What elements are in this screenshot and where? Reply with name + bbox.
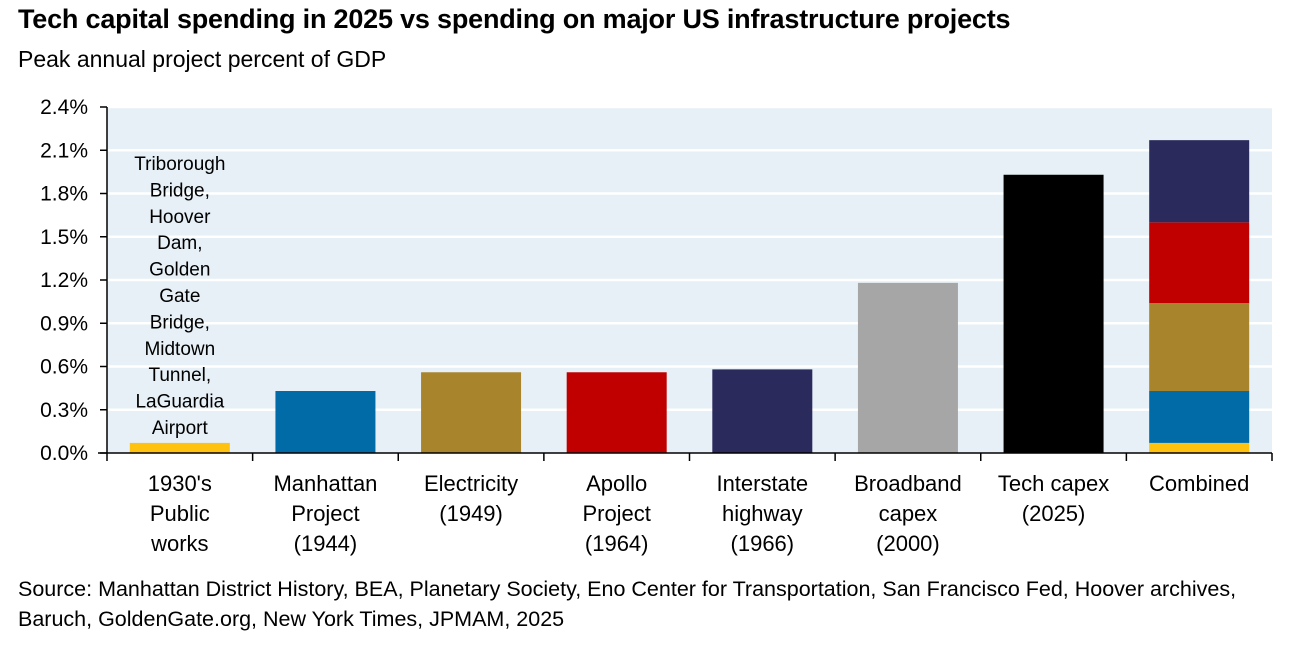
x-category-label: Interstate highway (1966) <box>716 471 808 556</box>
combined-bar-segment <box>1149 140 1250 223</box>
x-category-label: Manhattan Project (1944) <box>273 471 377 556</box>
bar <box>712 369 813 453</box>
x-category-label: Combined <box>1149 471 1249 496</box>
bar-annotation-line: Triborough <box>134 154 225 175</box>
y-tick-label: 1.2% <box>40 269 88 292</box>
x-category-label-line: Interstate <box>716 471 808 496</box>
y-tick-label: 0.9% <box>40 312 88 335</box>
bar <box>566 372 667 453</box>
bar-annotation-line: Dam, <box>157 233 202 254</box>
x-category-label-line: Electricity <box>424 471 518 496</box>
combined-bar-segment <box>1149 222 1250 304</box>
bar <box>421 372 522 453</box>
bar-annotation-line: Bridge, <box>150 180 210 201</box>
x-category-label-line: (1964) <box>585 531 649 556</box>
x-category-label: Electricity (1949) <box>424 471 518 526</box>
x-category-label-line: (1944) <box>294 531 358 556</box>
bar-annotation-line: Hoover <box>149 207 211 228</box>
x-category-label-line: Manhattan <box>273 471 377 496</box>
x-category-label-line: works <box>150 531 208 556</box>
bar-chart: 0.0% 0.3% 0.6% 0.9% 1.2% 1.5% 1.8% 2.1% 2.4% 193… <box>40 96 1273 556</box>
bar <box>857 282 958 453</box>
x-category-label-line: (1949) <box>439 501 503 526</box>
x-category-label-line: 1930's <box>148 471 212 496</box>
bar-annotation: Triborough Bridge, Hoover Dam, Golden Gate Bri… <box>134 154 225 439</box>
bar-annotation-line: LaGuardia <box>135 392 224 413</box>
bar <box>129 442 230 453</box>
x-category-label-line: capex <box>879 501 938 526</box>
y-tick-label: 2.1% <box>40 139 88 162</box>
x-category-label-line: Project <box>291 501 359 526</box>
x-category-label-line: (2000) <box>876 531 940 556</box>
x-category-label: Tech capex (2025) <box>998 471 1109 526</box>
bar-annotation-line: Airport <box>152 418 209 439</box>
bar-annotation-line: Midtown <box>144 339 215 360</box>
x-category-label-line: (2025) <box>1022 501 1086 526</box>
x-category-label-line: Public <box>150 501 210 526</box>
y-tick-label: 0.3% <box>40 399 88 422</box>
y-tick-label: 2.4% <box>40 96 88 119</box>
y-tick-label: 0.0% <box>40 442 88 465</box>
chart-subtitle: Peak annual project percent of GDP <box>18 46 387 72</box>
x-category-label: Broadband capex (2000) <box>854 471 962 556</box>
x-category-label-line: Apollo <box>586 471 647 496</box>
x-category-label-line: Project <box>582 501 650 526</box>
x-category-label-line: (1966) <box>731 531 795 556</box>
x-category-label: Apollo Project (1964) <box>582 471 650 556</box>
combined-bar-segment <box>1149 442 1250 453</box>
y-tick-label: 1.5% <box>40 226 88 249</box>
bar-annotation-line: Bridge, <box>150 312 210 333</box>
combined-bar-segment <box>1149 391 1250 443</box>
x-category-label-line: highway <box>722 501 803 526</box>
bar <box>1003 174 1104 453</box>
y-tick-label: 0.6% <box>40 356 88 379</box>
bar <box>275 391 376 453</box>
bar-annotation-line: Golden <box>149 260 210 281</box>
x-category-label: 1930's Public works <box>148 471 212 556</box>
y-tick-label: 1.8% <box>40 183 88 206</box>
bar-annotation-line: Tunnel, <box>148 365 211 386</box>
x-category-label-line: Tech capex <box>998 471 1109 496</box>
chart-title: Tech capital spending in 2025 vs spendin… <box>18 4 1011 34</box>
source-note: Source: Manhattan District History, BEA,… <box>18 577 1237 631</box>
x-category-label-line: Broadband <box>854 471 962 496</box>
combined-bar-segment <box>1149 303 1250 392</box>
x-category-label-line: Combined <box>1149 471 1249 496</box>
bar-annotation-line: Gate <box>159 286 200 307</box>
